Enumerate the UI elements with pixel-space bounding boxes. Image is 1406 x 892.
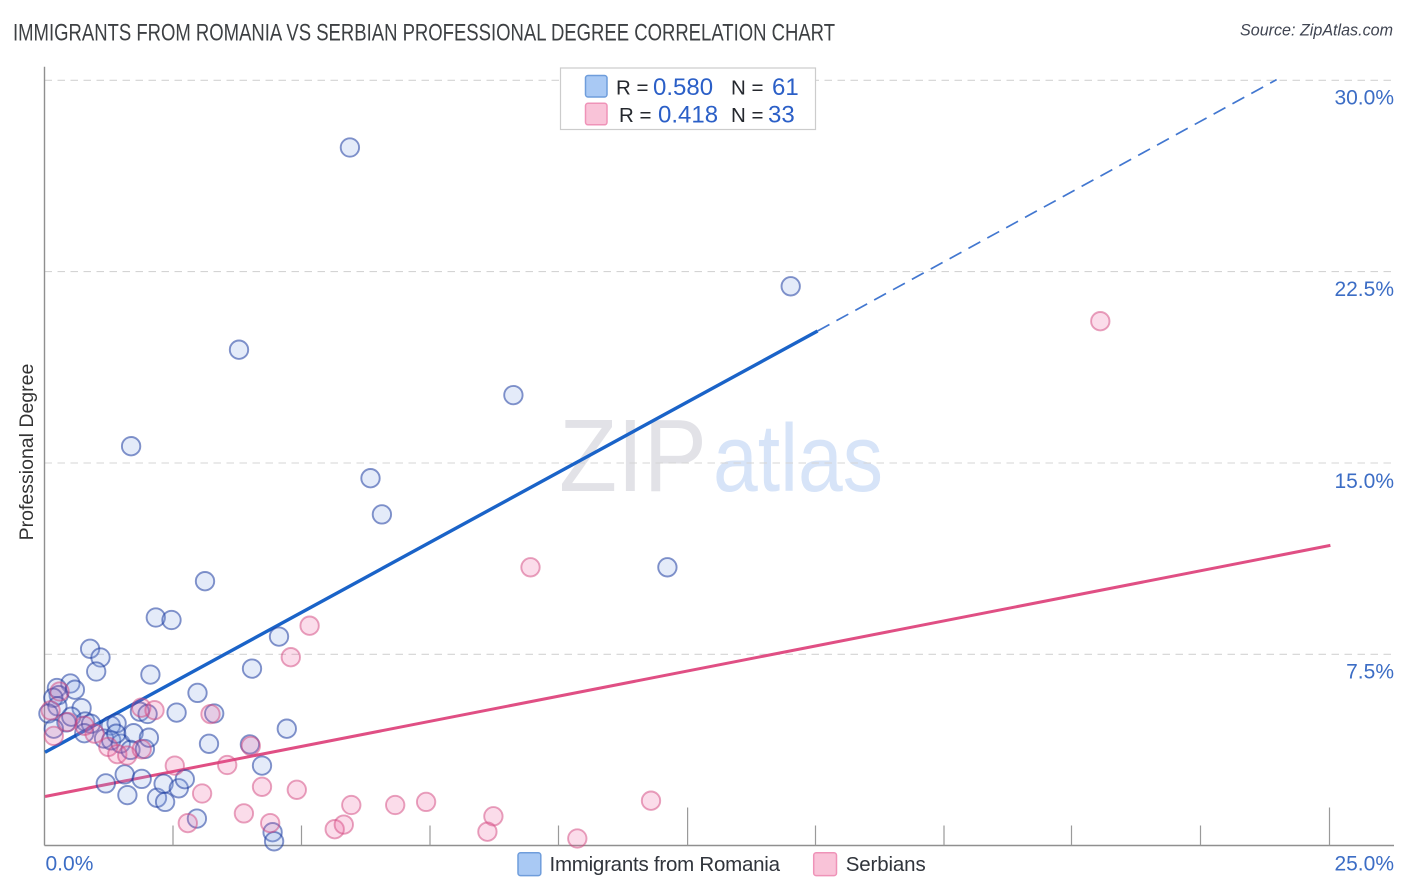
svg-text:R =: R = [616,77,648,100]
svg-text:0.0%: 0.0% [46,853,94,876]
svg-text:IMMIGRANTS FROM ROMANIA VS SER: IMMIGRANTS FROM ROMANIA VS SERBIAN PROFE… [13,20,835,47]
svg-text:25.0%: 25.0% [1334,853,1394,876]
svg-text:61: 61 [772,74,799,101]
svg-text:N =: N = [731,77,763,100]
svg-text:30.0%: 30.0% [1334,87,1394,110]
svg-text:R =: R = [619,104,651,127]
svg-text:0.580: 0.580 [653,74,713,101]
svg-text:7.5%: 7.5% [1346,661,1394,684]
svg-text:22.5%: 22.5% [1334,278,1394,301]
svg-text:Source: ZipAtlas.com: Source: ZipAtlas.com [1240,22,1393,40]
svg-text:Immigrants from Romania: Immigrants from Romania [550,853,781,876]
svg-text:ZIP: ZIP [559,398,707,513]
svg-text:15.0%: 15.0% [1334,470,1394,493]
svg-text:33: 33 [768,102,795,129]
svg-text:Serbians: Serbians [846,853,926,876]
svg-text:atlas: atlas [713,405,883,512]
svg-text:N =: N = [731,104,763,127]
svg-text:Professional Degree: Professional Degree [16,364,38,541]
svg-text:0.418: 0.418 [658,102,718,129]
